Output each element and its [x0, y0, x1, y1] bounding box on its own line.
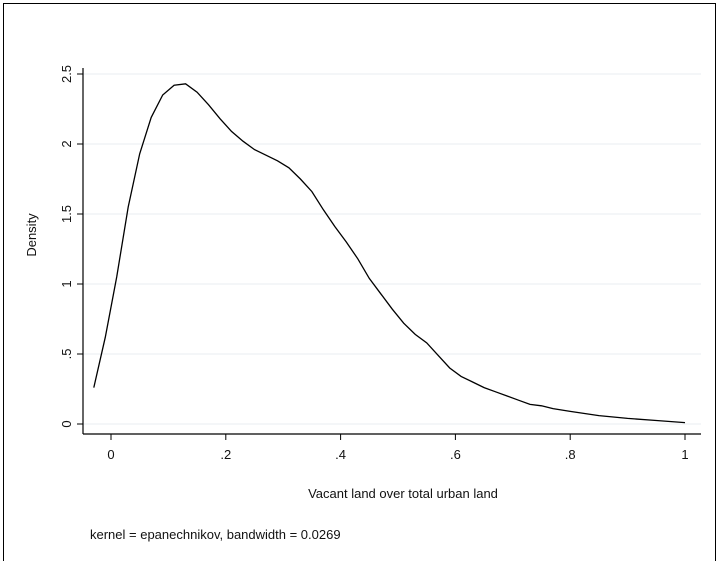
x-tick-label: .8 [565, 447, 576, 462]
x-tick-label: 1 [681, 447, 688, 462]
y-tick-label: 2.5 [59, 65, 74, 83]
density-curve [93, 83, 686, 424]
kernel-note: kernel = epanechnikov, bandwidth = 0.026… [90, 527, 341, 542]
x-tick-label: .4 [335, 447, 346, 462]
y-tick-label: 0 [59, 420, 74, 427]
x-tick-label: 0 [107, 447, 114, 462]
x-axis-label: Vacant land over total urban land [308, 486, 498, 501]
x-tick-label: .2 [220, 447, 231, 462]
gridlines [83, 73, 701, 425]
y-tick-label: 1 [59, 280, 74, 287]
x-axis-ticks: 0 .2 .4 .6 .8 1 [107, 434, 689, 462]
y-tick-label: .5 [59, 349, 74, 360]
x-tick-label: .6 [450, 447, 461, 462]
y-tick-label: 1.5 [59, 205, 74, 223]
y-axis-label: Density [24, 213, 39, 257]
graph-region [3, 3, 716, 561]
y-axis-ticks: 0 .5 1 1.5 2 2.5 [59, 65, 83, 428]
y-tick-label: 2 [59, 140, 74, 147]
